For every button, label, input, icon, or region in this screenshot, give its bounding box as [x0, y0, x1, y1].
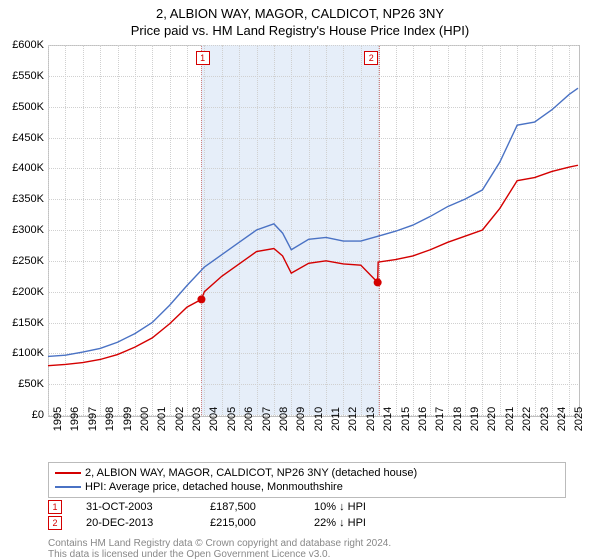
legend-swatch [55, 472, 81, 474]
y-axis-label: £100K [0, 347, 44, 359]
y-axis-label: £300K [0, 224, 44, 236]
y-axis-label: £150K [0, 317, 44, 329]
x-axis-label: 1996 [69, 407, 81, 431]
price-marker-point [197, 295, 205, 303]
chart-plot-area: 12 £0£50K£100K£150K£200K£250K£300K£350K£… [48, 45, 578, 415]
x-axis-label: 2017 [434, 407, 446, 431]
x-axis-label: 2005 [226, 407, 238, 431]
legend-item: HPI: Average price, detached house, Monm… [55, 480, 559, 494]
transaction-date: 31-OCT-2003 [86, 501, 186, 513]
footer-line-2: This data is licensed under the Open Gov… [48, 549, 330, 560]
x-axis-label: 2011 [330, 407, 342, 431]
legend-label: 2, ALBION WAY, MAGOR, CALDICOT, NP26 3NY… [85, 467, 417, 479]
x-axis-label: 2002 [174, 407, 186, 431]
y-axis-label: £200K [0, 286, 44, 298]
transaction-date: 20-DEC-2013 [86, 517, 186, 529]
x-axis-label: 2010 [313, 407, 325, 431]
x-axis-label: 2007 [261, 407, 273, 431]
chart-legend: 2, ALBION WAY, MAGOR, CALDICOT, NP26 3NY… [48, 462, 566, 498]
transaction-pct: 22% ↓ HPI [314, 517, 366, 529]
y-axis-label: £550K [0, 70, 44, 82]
y-axis-label: £0 [0, 409, 44, 421]
x-axis-label: 2008 [278, 407, 290, 431]
x-axis-label: 2019 [469, 407, 481, 431]
x-axis-label: 2013 [365, 407, 377, 431]
y-axis-label: £350K [0, 193, 44, 205]
x-axis-label: 2020 [486, 407, 498, 431]
x-axis-label: 2003 [191, 407, 203, 431]
chart-title: 2, ALBION WAY, MAGOR, CALDICOT, NP26 3NY [0, 0, 600, 21]
y-axis-label: £600K [0, 39, 44, 51]
transaction-price: £187,500 [210, 501, 290, 513]
x-axis-label: 2014 [382, 407, 394, 431]
x-axis-label: 1998 [104, 407, 116, 431]
x-axis-label: 1997 [87, 407, 99, 431]
legend-label: HPI: Average price, detached house, Monm… [85, 481, 343, 493]
transaction-row: 1 31-OCT-2003 £187,500 10% ↓ HPI [48, 500, 568, 514]
y-axis-label: £400K [0, 162, 44, 174]
price-marker-point [374, 278, 382, 286]
x-axis-label: 2024 [556, 407, 568, 431]
chart-subtitle: Price paid vs. HM Land Registry's House … [0, 21, 600, 38]
x-axis-label: 2023 [539, 407, 551, 431]
x-axis-label: 2004 [208, 407, 220, 431]
x-axis-label: 2009 [295, 407, 307, 431]
transaction-marker: 1 [48, 500, 62, 514]
x-axis-label: 2015 [400, 407, 412, 431]
x-axis-label: 2012 [347, 407, 359, 431]
chart-lines [48, 45, 578, 415]
y-axis-label: £450K [0, 132, 44, 144]
x-axis-label: 1995 [52, 407, 64, 431]
x-axis-label: 2018 [452, 407, 464, 431]
x-axis-label: 2025 [573, 407, 585, 431]
y-axis-label: £50K [0, 378, 44, 390]
x-axis-label: 1999 [122, 407, 134, 431]
transaction-price: £215,000 [210, 517, 290, 529]
y-axis-label: £250K [0, 255, 44, 267]
y-axis-label: £500K [0, 101, 44, 113]
x-axis-label: 2006 [243, 407, 255, 431]
x-axis-label: 2001 [156, 407, 168, 431]
price-marker-label: 2 [364, 51, 378, 65]
x-axis-label: 2021 [504, 407, 516, 431]
x-axis-label: 2016 [417, 407, 429, 431]
transaction-marker: 2 [48, 516, 62, 530]
series-line-hpi [48, 88, 578, 356]
legend-item: 2, ALBION WAY, MAGOR, CALDICOT, NP26 3NY… [55, 466, 559, 480]
x-axis-label: 2022 [521, 407, 533, 431]
footer-line-1: Contains HM Land Registry data © Crown c… [48, 538, 391, 549]
legend-swatch [55, 486, 81, 488]
transaction-row: 2 20-DEC-2013 £215,000 22% ↓ HPI [48, 516, 568, 530]
x-axis-label: 2000 [139, 407, 151, 431]
series-line-price_paid [48, 165, 578, 365]
transaction-pct: 10% ↓ HPI [314, 501, 366, 513]
price-marker-label: 1 [196, 51, 210, 65]
